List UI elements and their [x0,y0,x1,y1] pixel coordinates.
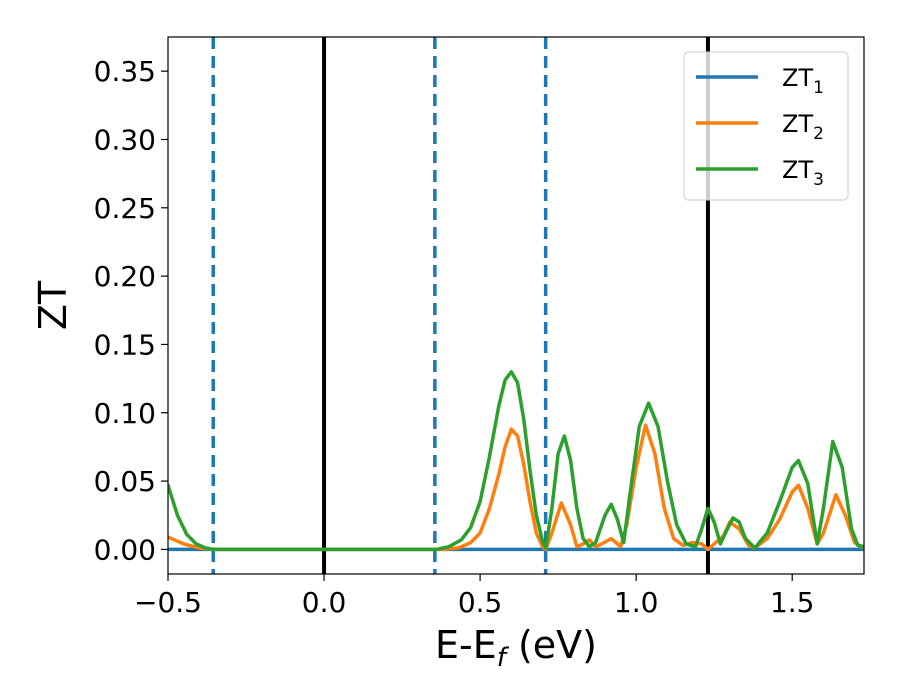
reference-lines [211,37,710,574]
series-line-zt3 [168,370,864,552]
legend: ZT1 ZT2 ZT3 [683,51,849,201]
x-axis-title-tail: (eV) [506,623,597,667]
series-line-zt2 [168,423,864,552]
legend-box [683,51,849,201]
legend-label-zt1: ZT1 [782,64,824,98]
x-tick-label: 0.5 [458,586,503,619]
x-axis-title: E-Ef (eV) [435,623,597,673]
series-lines [168,370,864,552]
y-tick-label: 0.35 [94,55,156,88]
y-tick-label: 0.10 [94,397,156,430]
x-tick-label: −0.5 [134,586,202,619]
x-tick-label: 1.5 [770,586,815,619]
legend-label-zt3: ZT3 [782,156,824,190]
y-tick-label: 0.30 [94,123,156,156]
legend-label-zt2: ZT2 [782,110,824,144]
y-tick-label: 0.00 [94,533,156,566]
x-tick-label: 0.0 [302,586,347,619]
plot-frame [167,36,865,575]
y-tick-label: 0.20 [94,260,156,293]
y-axis-title: ZT [31,280,75,330]
y-tick-label: 0.05 [94,465,156,498]
y-tick-label: 0.15 [94,328,156,361]
y-axis-ticks: 0.00 0.05 0.10 0.15 0.20 0.25 0.30 0.35 [94,55,168,566]
x-axis-ticks: −0.5 0.0 0.5 1.0 1.5 [134,574,814,619]
y-tick-label: 0.25 [94,192,156,225]
x-tick-label: 1.0 [614,586,659,619]
x-axis-title-main: E-E [435,623,497,667]
